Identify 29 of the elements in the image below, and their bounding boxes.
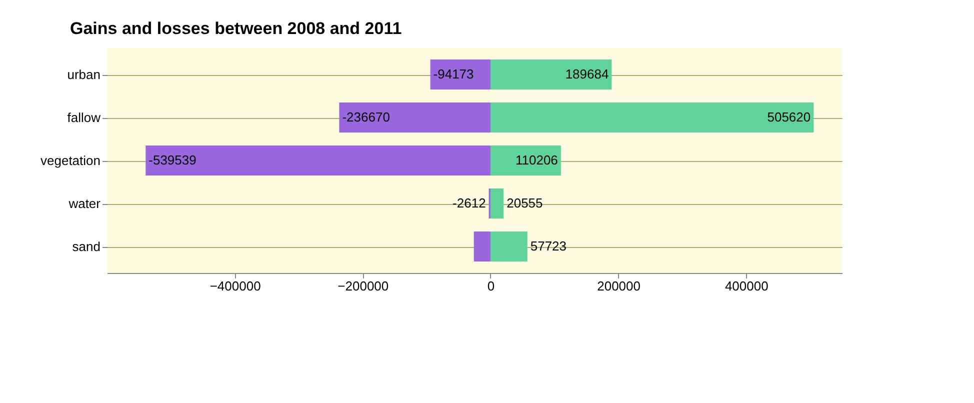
x-tick-label: −400000: [210, 278, 261, 294]
bar: [490, 60, 612, 90]
x-tick-label: 400000: [724, 278, 768, 294]
data-label: -2612: [452, 196, 486, 210]
data-label: 110206: [515, 152, 558, 168]
bar: [146, 146, 490, 176]
y-tick-label: sand: [72, 239, 100, 254]
bar: [490, 188, 504, 218]
chart-title: Gains and losses between 2008 and 2011: [70, 19, 402, 38]
x-tick-label: 0: [487, 278, 495, 294]
bar: [339, 102, 490, 132]
bar: [490, 232, 528, 262]
data-label: -94173: [433, 66, 474, 82]
data-label: 505620: [767, 110, 811, 124]
data-label: -236670: [342, 110, 390, 124]
data-label: 57723: [530, 238, 567, 254]
x-tick-label: −200000: [338, 278, 389, 294]
bar: [430, 60, 490, 90]
bar: [490, 146, 561, 176]
data-label: 20555: [506, 196, 543, 210]
data-label: 189684: [565, 66, 609, 82]
y-tick-label: fallow: [67, 110, 102, 125]
y-tick-label: water: [68, 196, 102, 211]
y-tick-label: vegetation: [40, 153, 100, 168]
y-tick-label: urban: [67, 67, 100, 82]
x-tick-label: 200000: [597, 278, 640, 294]
bar: [474, 232, 490, 262]
bar: [490, 102, 814, 132]
data-label: -539539: [148, 152, 196, 168]
